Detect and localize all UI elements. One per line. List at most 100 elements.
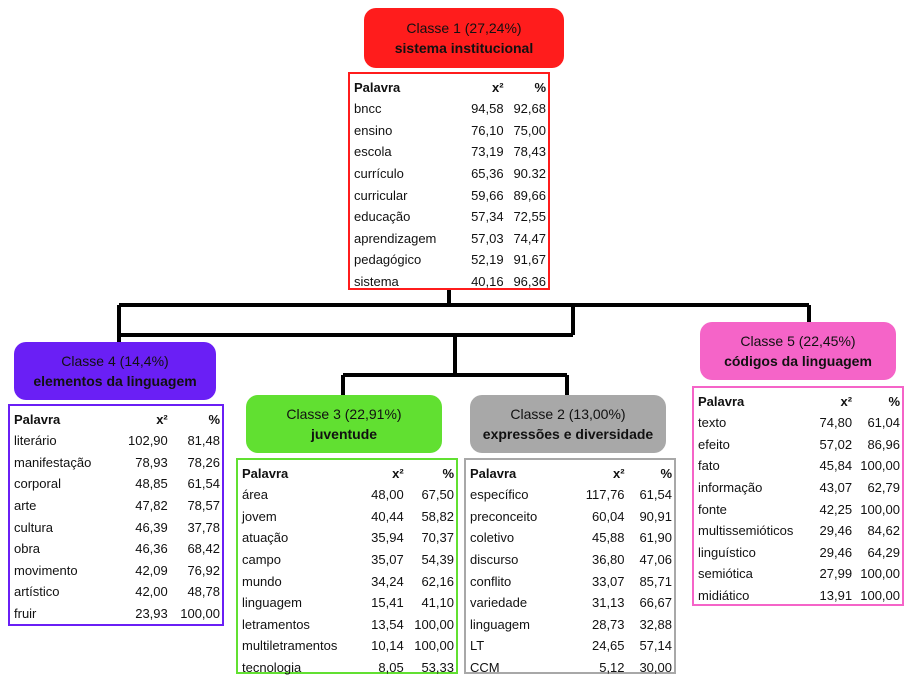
percent-cell: 61,54 [639, 487, 672, 503]
percent-cell: 96,36 [513, 274, 546, 290]
table-row: fruir 23,93 100,00 [14, 603, 220, 625]
table-row: aprendizagem 57,03 74,47 [354, 228, 546, 250]
table-row: bncc 94,58 92,68 [354, 98, 546, 120]
col-header-word: Palavra [470, 465, 517, 481]
word-cell: escola [354, 144, 392, 160]
table-row: preconceito 60,04 90,91 [470, 506, 672, 528]
chi-square-cell: 13,54 [371, 616, 404, 632]
word-cell: CCM [470, 660, 500, 676]
table-row: currículo 65,36 90.32 [354, 163, 546, 185]
table-row: variedade 31,13 66,67 [470, 592, 672, 614]
table-row: obra 46,36 68,42 [14, 538, 220, 560]
chi-square-cell: 47,82 [135, 498, 168, 514]
col-header-chi: x² [492, 79, 504, 95]
word-cell: cultura [14, 519, 54, 535]
percent-cell: 78,57 [187, 498, 220, 514]
class1-header: Classe 1 (27,24%) sistema institucional [364, 8, 564, 68]
table-row: texto 74,80 61,04 [698, 412, 900, 434]
table-row: específico 117,76 61,54 [470, 484, 672, 506]
word-cell: multiletramentos [242, 638, 338, 654]
percent-cell: 67,50 [421, 487, 454, 503]
chi-square-cell: 43,07 [819, 480, 853, 496]
percent-cell: 100,00 [414, 616, 454, 632]
word-cell: mundo [242, 573, 282, 589]
percent-cell: 57,14 [639, 638, 672, 654]
word-cell: discurso [470, 552, 519, 568]
percent-cell: 61,04 [867, 415, 900, 431]
percent-cell: 86,96 [867, 436, 900, 452]
class4-table: Palavra x²% literário 102,90 81,48 manifestaç… [8, 404, 224, 626]
chi-square-cell: 27,99 [819, 566, 853, 582]
chi-square-cell: 31,13 [591, 595, 625, 611]
percent-cell: 30,00 [639, 660, 672, 676]
chi-square-cell: 48,00 [371, 487, 404, 503]
word-cell: tecnologia [242, 660, 302, 676]
percent-cell: 84,62 [867, 523, 900, 539]
percent-cell: 62,16 [421, 573, 454, 589]
table-row: atuação 35,94 70,37 [242, 527, 454, 549]
word-cell: coletivo [470, 530, 515, 546]
chi-square-cell: 42,00 [135, 584, 168, 600]
word-cell: multissemióticos [698, 523, 794, 539]
percent-cell: 74,47 [513, 230, 546, 246]
table-row: multiletramentos 10,14 100,00 [242, 635, 454, 657]
class1-theme: sistema institucional [394, 40, 534, 56]
percent-cell: 64,29 [867, 544, 900, 560]
word-cell: sistema [354, 274, 399, 290]
percent-cell: 100,00 [414, 638, 454, 654]
percent-cell: 48,78 [187, 584, 220, 600]
chi-square-cell: 52,19 [471, 252, 504, 268]
chi-square-cell: 8,05 [378, 660, 404, 676]
word-cell: corporal [14, 476, 61, 492]
table-row: linguístico 29,46 64,29 [698, 542, 900, 564]
percent-cell: 68,42 [187, 541, 220, 557]
table-row: discurso 36,80 47,06 [470, 549, 672, 571]
table-row: manifestação 78,93 78,26 [14, 452, 220, 474]
class2-theme: expressões e diversidade [482, 426, 654, 442]
class5-header: Classe 5 (22,45%) códigos da linguagem [700, 322, 896, 380]
table-row: ensino 76,10 75,00 [354, 120, 546, 142]
word-cell: campo [242, 552, 282, 568]
word-cell: movimento [14, 562, 78, 578]
word-cell: currículo [354, 166, 404, 182]
word-cell: variedade [470, 595, 528, 611]
table-row: midiático 13,91 100,00 [698, 585, 900, 607]
chi-square-cell: 94,58 [471, 101, 504, 117]
percent-cell: 58,82 [421, 508, 454, 524]
table-header-row: Palavra x²% [698, 390, 900, 412]
chi-square-cell: 34,24 [371, 573, 404, 589]
table-row: arte 47,82 78,57 [14, 495, 220, 517]
chi-square-cell: 57,03 [471, 230, 504, 246]
word-cell: LT [470, 638, 485, 654]
percent-cell: 100,00 [180, 606, 220, 622]
percent-cell: 90,91 [639, 508, 672, 524]
table-row: área 48,00 67,50 [242, 484, 454, 506]
class4-theme: elementos da linguagem [33, 373, 197, 389]
chi-square-cell: 73,19 [471, 144, 504, 160]
percent-cell: 32,88 [639, 616, 672, 632]
word-cell: jovem [242, 508, 277, 524]
chi-square-cell: 78,93 [135, 454, 168, 470]
col-header-chi: x² [612, 465, 625, 481]
word-cell: pedagógico [354, 252, 422, 268]
percent-cell: 91,67 [513, 252, 546, 268]
percent-cell: 54,39 [421, 552, 454, 568]
percent-cell: 53,33 [421, 660, 454, 676]
class2-table: Palavra x²% específico 117,76 61,54 preconcei… [464, 458, 676, 675]
table-row: linguagem 15,41 41,10 [242, 592, 454, 614]
col-header-word: Palavra [242, 465, 289, 481]
word-cell: bncc [354, 101, 382, 117]
chi-square-cell: 13,91 [819, 588, 853, 604]
word-table: Palavra x²% texto 74,80 61,04 efeito 57,02 86,9… [698, 390, 900, 606]
word-table: Palavra x²% área 48,00 67,50 jovem 40,44 58,82 a… [242, 462, 454, 678]
table-row: campo 35,07 54,39 [242, 549, 454, 571]
class5-name: Classe 5 (22,45%) [740, 333, 856, 349]
word-cell: fonte [698, 501, 727, 517]
word-cell: atuação [242, 530, 289, 546]
chi-square-cell: 29,46 [819, 544, 853, 560]
col-header-pct: % [208, 411, 220, 427]
col-header-word: Palavra [698, 393, 745, 409]
chi-square-cell: 76,10 [471, 122, 504, 138]
percent-cell: 100,00 [860, 501, 900, 517]
table-row: corporal 48,85 61,54 [14, 473, 220, 495]
